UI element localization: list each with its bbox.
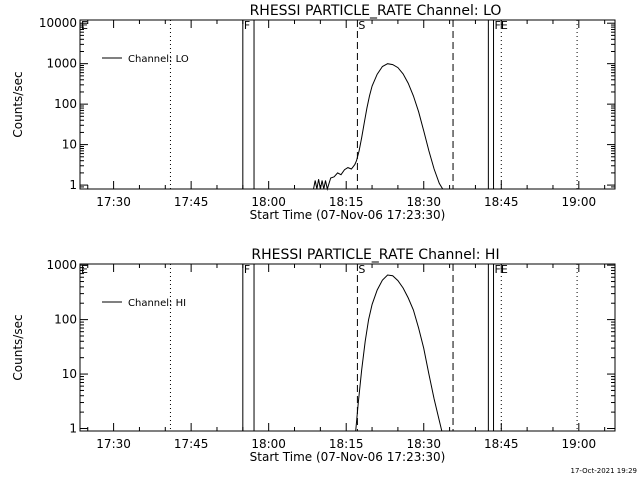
y-tick-label: 100 — [54, 97, 77, 111]
flag-label: F — [244, 19, 250, 32]
y-tick-label: 1000 — [46, 258, 77, 272]
x-tick-label: 18:00 — [251, 195, 286, 209]
x-tick-label: 18:30 — [406, 437, 441, 451]
series-line-hi — [355, 274, 443, 432]
panel-lo — [79, 19, 616, 191]
y-tick-label: 1 — [69, 178, 77, 192]
x-tick-label: 18:00 — [251, 437, 286, 451]
y-tick-label: 10000 — [39, 16, 77, 30]
flag-label: E — [81, 263, 88, 276]
y-tick-label: 100 — [54, 313, 77, 327]
y-tick-label: 10 — [62, 367, 77, 381]
x-axis-label: Start Time (07-Nov-06 17:23:30) — [250, 450, 446, 464]
y-tick-label: 1000 — [46, 57, 77, 71]
plot-frame — [79, 19, 616, 190]
y-axis-label: Counts/sec — [11, 71, 25, 137]
timestamp: 17-Oct-2021 19:29 — [570, 467, 637, 475]
flag-label: FE — [495, 19, 508, 32]
x-tick-label: 18:30 — [406, 195, 441, 209]
x-tick-label: 18:15 — [329, 437, 364, 451]
flag-label: F — [244, 263, 250, 276]
x-tick-label: 17:45 — [174, 437, 209, 451]
x-tick-label: 18:45 — [484, 195, 519, 209]
x-tick-label: 17:30 — [96, 195, 131, 209]
x-axis-label: Start Time (07-Nov-06 17:23:30) — [250, 208, 446, 222]
x-tick-label: 18:45 — [484, 437, 519, 451]
legend-label: Channel: LO — [128, 54, 189, 65]
flag-label: E — [81, 19, 88, 32]
legend-label: Channel: HI — [128, 298, 186, 309]
y-tick-label: 1 — [69, 422, 77, 436]
chart-title: RHESSI PARTICLE_RATE Channel: HI — [251, 247, 499, 263]
flag-label: S — [358, 19, 365, 32]
flag-label: S — [358, 263, 365, 276]
x-tick-label: 17:30 — [96, 437, 131, 451]
plot-frame — [79, 263, 616, 432]
chart-title: RHESSI PARTICLE_RATE Channel: LO — [250, 3, 502, 19]
panel-hi — [79, 263, 616, 432]
series-line-lo — [313, 63, 444, 191]
x-tick-label: 19:00 — [562, 195, 597, 209]
y-axis-label: Counts/sec — [11, 314, 25, 380]
flag-label: FE — [495, 263, 508, 276]
x-tick-label: 19:00 — [562, 437, 597, 451]
x-tick-label: 17:45 — [174, 195, 209, 209]
y-tick-label: 10 — [62, 138, 77, 152]
x-tick-label: 18:15 — [329, 195, 364, 209]
